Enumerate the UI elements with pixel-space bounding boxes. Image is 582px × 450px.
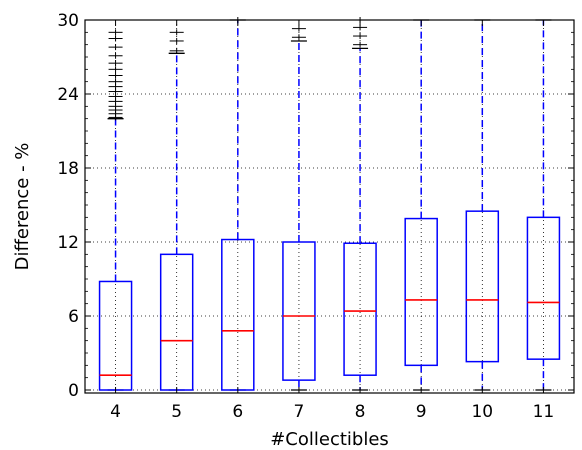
box-iqr bbox=[221, 238, 255, 391]
x-tick-label: 5 bbox=[171, 402, 182, 422]
box-9 bbox=[404, 19, 438, 391]
x-tick-label: 7 bbox=[294, 402, 305, 422]
box-4 bbox=[98, 29, 133, 391]
box-plot-series bbox=[98, 17, 561, 391]
y-axis-ticks: 0 6 12 18 24 30 bbox=[57, 11, 574, 401]
x-tick-label: 10 bbox=[471, 402, 493, 422]
x-tick-label: 6 bbox=[232, 402, 243, 422]
y-tick-label: 18 bbox=[57, 159, 79, 179]
grid-lines bbox=[85, 19, 574, 393]
x-axis-label: #Collectibles bbox=[270, 429, 389, 450]
box-iqr bbox=[404, 217, 438, 367]
box-iqr bbox=[98, 280, 133, 391]
box-iqr bbox=[159, 253, 194, 391]
y-tick-label: 30 bbox=[57, 11, 79, 31]
x-tick-label: 11 bbox=[533, 402, 555, 422]
x-tick-label: 4 bbox=[110, 402, 121, 422]
box-iqr bbox=[526, 216, 561, 360]
box-5 bbox=[159, 29, 194, 391]
plot-area-frame bbox=[84, 19, 575, 394]
x-axis-ticks: 4 5 6 7 8 9 10 11 bbox=[110, 20, 554, 422]
box-iqr bbox=[282, 241, 316, 381]
x-tick-label: 8 bbox=[355, 402, 366, 422]
box-iqr bbox=[343, 242, 377, 376]
y-axis-label: Difference - % bbox=[12, 143, 33, 271]
box-iqr bbox=[465, 210, 500, 363]
y-tick-label: 6 bbox=[68, 307, 79, 327]
box-11 bbox=[526, 19, 561, 391]
y-tick-label: 24 bbox=[57, 85, 79, 105]
y-tick-label: 12 bbox=[57, 233, 79, 253]
y-tick-label: 0 bbox=[68, 381, 79, 401]
box-10 bbox=[465, 19, 500, 391]
box-8 bbox=[343, 17, 377, 391]
box-7 bbox=[282, 25, 316, 391]
x-tick-label: 9 bbox=[416, 402, 427, 422]
